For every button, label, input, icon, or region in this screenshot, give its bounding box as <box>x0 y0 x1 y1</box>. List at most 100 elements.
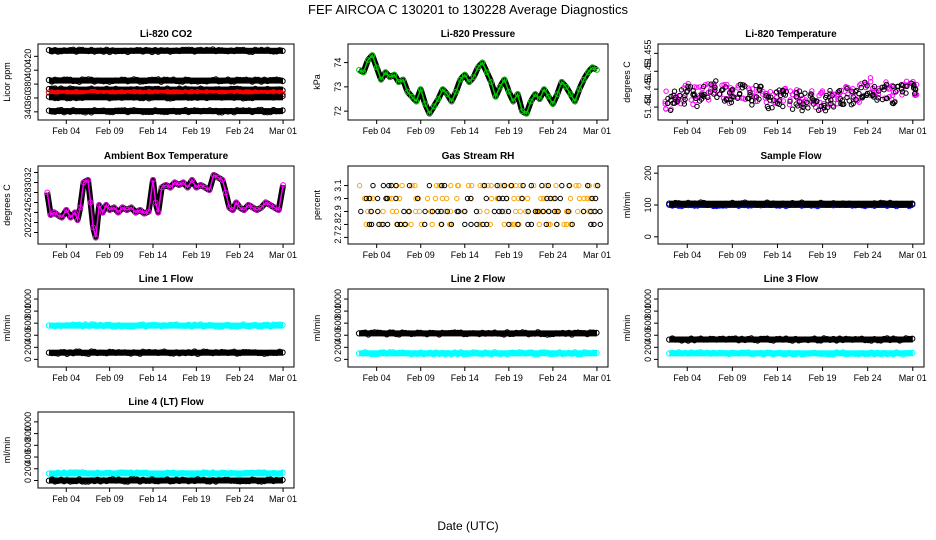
data-point <box>405 350 412 357</box>
data-point <box>827 336 834 343</box>
y-tick-label: 100 <box>643 197 653 212</box>
data-point <box>500 195 506 202</box>
data-point <box>805 105 811 111</box>
series-line1-b <box>45 348 286 357</box>
data-point <box>155 478 162 485</box>
data-point <box>704 201 711 208</box>
y-tick-label: 400 <box>23 449 33 464</box>
data-point <box>152 93 159 100</box>
data-point <box>496 195 502 202</box>
data-point <box>588 221 594 228</box>
data-point <box>206 470 213 478</box>
data-point <box>884 350 891 358</box>
data-point <box>97 349 104 356</box>
data-point <box>563 208 570 215</box>
data-point <box>517 208 523 215</box>
data-point <box>751 200 758 207</box>
x-tick-label: Feb 19 <box>495 250 523 260</box>
data-point <box>732 335 739 342</box>
data-point <box>273 476 280 484</box>
data-point <box>362 329 369 336</box>
data-point <box>276 470 283 477</box>
data-point <box>488 330 495 337</box>
data-point <box>218 109 225 116</box>
x-tick-label: Feb 04 <box>363 250 391 260</box>
data-point <box>423 331 430 338</box>
data-point <box>462 221 468 228</box>
data-point <box>119 204 126 211</box>
data-point <box>234 478 241 485</box>
data-point <box>581 349 588 356</box>
data-point <box>167 108 174 115</box>
panel-title: Li-820 Temperature <box>745 29 837 40</box>
y-tick-label: 600 <box>23 316 33 331</box>
data-point <box>798 351 805 358</box>
data-point <box>413 98 420 105</box>
data-point <box>179 322 186 329</box>
data-point <box>662 101 668 107</box>
y-tick-label: 340 <box>23 104 33 119</box>
data-point <box>528 330 535 337</box>
data-point <box>417 86 424 93</box>
data-point <box>899 201 907 208</box>
data-point <box>200 93 207 100</box>
data-point <box>507 330 514 338</box>
data-point <box>243 322 250 330</box>
data-point <box>433 182 440 189</box>
data-point <box>877 199 884 206</box>
data-point <box>412 182 418 189</box>
data-point <box>152 76 159 84</box>
data-point <box>45 322 53 329</box>
data-point <box>149 94 156 101</box>
data-point <box>85 76 92 83</box>
data-point <box>171 179 178 186</box>
data-point <box>203 78 210 85</box>
data-point <box>231 470 238 477</box>
data-point <box>366 195 373 202</box>
data-point <box>224 349 232 356</box>
data-point <box>552 195 558 202</box>
data-point <box>414 350 421 357</box>
data-point <box>189 177 195 183</box>
data-point <box>112 471 119 478</box>
data-point <box>896 201 903 208</box>
data-point <box>525 221 531 228</box>
data-point <box>218 469 225 476</box>
data-point <box>249 349 256 356</box>
data-point <box>504 351 511 358</box>
data-point <box>200 469 207 476</box>
data-point <box>399 349 406 356</box>
data-point <box>115 77 122 84</box>
data-point <box>666 350 673 357</box>
y-tick-label: 26 <box>23 197 33 207</box>
data-point <box>536 221 542 228</box>
data-point <box>402 221 408 228</box>
data-point <box>861 93 867 99</box>
data-point <box>133 322 141 329</box>
data-point <box>912 86 918 92</box>
data-point <box>173 349 180 356</box>
data-point <box>830 200 837 207</box>
data-point <box>870 92 876 99</box>
data-point <box>408 330 415 338</box>
data-point <box>393 195 399 202</box>
data-point <box>270 321 277 328</box>
data-point <box>273 93 280 100</box>
data-point <box>890 100 897 107</box>
data-point <box>143 46 150 54</box>
data-point <box>143 349 150 356</box>
plot-area <box>45 46 286 116</box>
data-point <box>58 322 65 329</box>
data-point <box>808 201 815 208</box>
data-point <box>678 200 685 208</box>
data-point <box>550 195 556 202</box>
data-point <box>569 221 575 228</box>
data-point <box>212 323 219 330</box>
data-point <box>246 48 253 55</box>
data-point <box>663 88 669 94</box>
data-point <box>414 329 421 336</box>
data-point <box>133 107 141 114</box>
data-point <box>182 46 189 54</box>
data-point <box>455 208 462 215</box>
data-point <box>436 331 443 338</box>
